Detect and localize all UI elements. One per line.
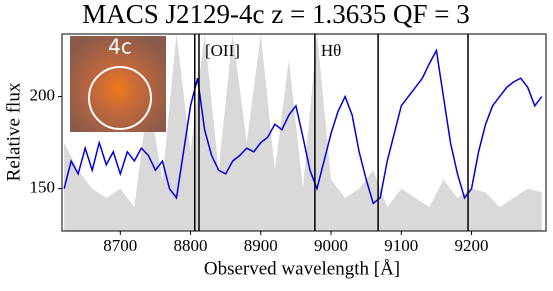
y-tick-label: 200	[30, 86, 56, 105]
x-tick-label: 9000	[314, 236, 348, 255]
inset-label: 4c	[108, 35, 132, 59]
flux-line	[63, 48, 543, 205]
plot-area	[63, 34, 543, 231]
noise-area	[64, 34, 542, 231]
inset: 4c	[70, 35, 166, 132]
x-axis-label: Observed wavelength [Å]	[204, 258, 400, 279]
line-label: Hθ	[321, 41, 341, 60]
x-tick-label: 8900	[244, 236, 278, 255]
line-label: [OII]	[205, 41, 240, 60]
x-tick-label: 9200	[455, 236, 489, 255]
x-tick-label: 9100	[384, 236, 418, 255]
plot-frame	[61, 33, 547, 232]
y-tick-label: 150	[30, 178, 56, 197]
inset-image	[70, 36, 166, 132]
x-tick-label: 8800	[174, 236, 208, 255]
inset-circle	[88, 66, 152, 130]
x-tick-label: 8700	[103, 236, 137, 255]
y-axis-label: Relative flux	[3, 82, 24, 181]
chart-title: MACS J2129-4c z = 1.3635 QF = 3	[82, 0, 469, 29]
